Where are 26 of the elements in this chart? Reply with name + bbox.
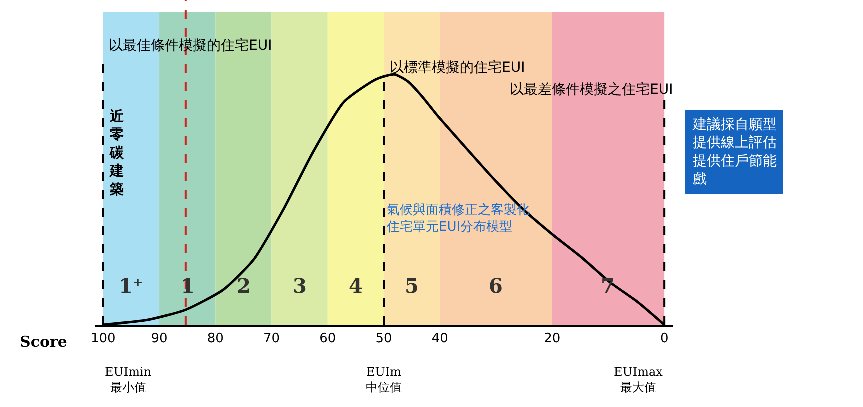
band-label: 7 xyxy=(601,274,615,298)
ref-line-label: 以最佳條件模擬的住宅EUI xyxy=(109,38,272,54)
band-label: 2 xyxy=(237,274,251,298)
x-tick-label: 70 xyxy=(263,332,280,347)
text: EUImax 最大值 xyxy=(614,365,664,395)
x-tick-label: 50 xyxy=(376,332,392,347)
x-tick-label: 60 xyxy=(320,332,336,347)
band-label: 5 xyxy=(405,274,419,298)
text: 建議採自願型提供線上評估提供住戶節能戲 xyxy=(692,117,777,188)
band-label: 1 xyxy=(181,274,195,298)
band-label: 6 xyxy=(489,274,503,298)
x-tick-label: 0 xyxy=(660,332,669,347)
text: EUIm 中位值 xyxy=(366,365,402,395)
text: EUImin 最小值 xyxy=(105,365,152,395)
x-tick-label: 90 xyxy=(151,332,168,347)
annotation: 近零碳建築 xyxy=(109,108,125,198)
ref-line-label: 以最差條件模擬之住宅EUI xyxy=(510,82,674,98)
band-label: 4 xyxy=(349,274,363,298)
band-label: 1⁺ xyxy=(119,274,144,298)
ref-line-label: 以標準模擬的住宅EUI xyxy=(390,60,526,76)
x-tick-label: 100 xyxy=(91,332,116,347)
x-tick-label: 40 xyxy=(432,332,448,347)
x-axis-title: Score xyxy=(20,333,68,351)
x-tick-label: 20 xyxy=(544,332,561,347)
x-tick-label: 80 xyxy=(207,332,224,347)
band-label: 3 xyxy=(293,274,307,298)
